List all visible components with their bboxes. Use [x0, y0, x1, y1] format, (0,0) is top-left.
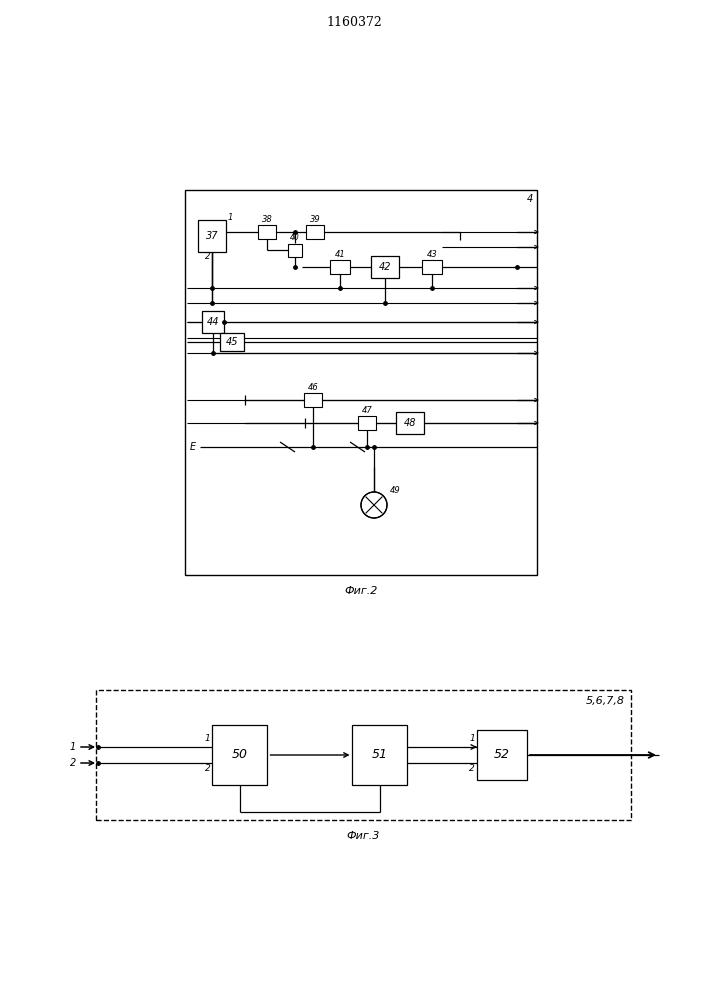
Text: 41: 41	[334, 250, 346, 259]
Text: 2: 2	[469, 764, 475, 773]
Text: 46: 46	[308, 383, 318, 392]
Text: 1160372: 1160372	[326, 15, 382, 28]
Text: 49: 49	[390, 486, 401, 495]
Bar	[330, 260, 350, 274]
Text: 42: 42	[379, 262, 391, 272]
Text: 40: 40	[290, 233, 300, 242]
Bar	[396, 412, 424, 434]
Text: 51: 51	[372, 748, 388, 762]
Text: 39: 39	[310, 215, 320, 224]
Text: Фиг.2: Фиг.2	[344, 586, 378, 596]
Bar	[371, 256, 399, 278]
Text: 47: 47	[361, 406, 373, 415]
Text: 48: 48	[404, 418, 416, 428]
Text: 52: 52	[494, 748, 510, 762]
Bar	[220, 333, 244, 351]
Text: 45: 45	[226, 337, 238, 347]
Bar	[358, 416, 376, 430]
Text: 1: 1	[70, 742, 76, 752]
Bar	[202, 311, 224, 333]
Bar	[96, 690, 631, 820]
Bar	[185, 190, 537, 575]
Bar	[306, 225, 324, 239]
Text: 50: 50	[232, 748, 248, 762]
Text: 4: 4	[527, 194, 533, 204]
Bar	[288, 243, 302, 256]
Bar	[258, 225, 276, 239]
Text: 1: 1	[205, 734, 211, 743]
Text: 2: 2	[205, 764, 211, 773]
Text: 2: 2	[70, 758, 76, 768]
Text: 44: 44	[206, 317, 219, 327]
Bar	[477, 730, 527, 780]
Text: 43: 43	[426, 250, 438, 259]
Text: Фиг.3: Фиг.3	[347, 831, 380, 841]
Text: 37: 37	[206, 231, 218, 241]
Bar	[353, 725, 407, 785]
Text: 1: 1	[228, 213, 233, 222]
Bar	[198, 220, 226, 252]
Bar	[422, 260, 442, 274]
Text: 5,6,7,8: 5,6,7,8	[586, 696, 625, 706]
Bar	[213, 725, 267, 785]
Text: E: E	[190, 442, 196, 452]
Text: 1: 1	[469, 734, 475, 743]
Bar	[304, 393, 322, 407]
Text: 2: 2	[204, 252, 210, 261]
Circle shape	[361, 492, 387, 518]
Text: 38: 38	[262, 215, 272, 224]
